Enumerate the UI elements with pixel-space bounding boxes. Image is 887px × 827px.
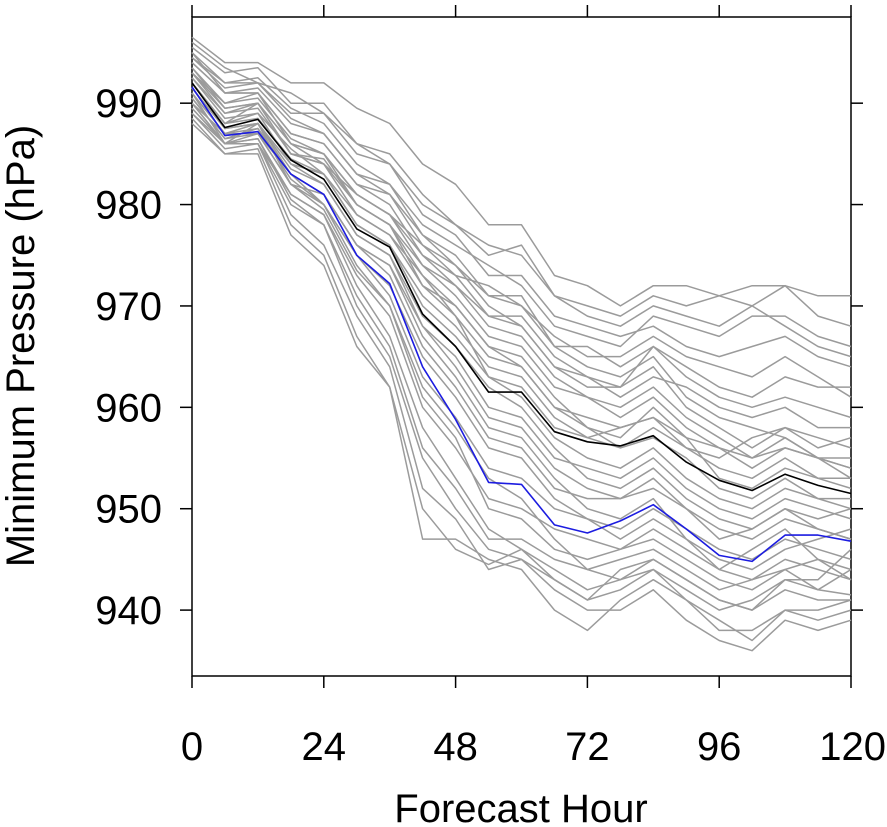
ensemble-member-line-15: [191, 117, 852, 632]
y-tick-label: 970: [95, 285, 162, 329]
ensemble-member-line-33: [191, 87, 852, 540]
ensemble-member-line-9: [191, 87, 852, 520]
tick-layer: [180, 5, 863, 688]
ensemble-member-line-3: [191, 57, 852, 368]
ensemble-member-line-34: [191, 67, 851, 510]
label-layer: 0 24 48 72 96 120 940 950 960 970 980 990: [95, 82, 886, 769]
y-tick-label: 980: [95, 184, 162, 228]
highlight-line: [191, 86, 852, 563]
y-tick-label: 940: [95, 589, 162, 633]
x-tick-label: 0: [181, 725, 203, 769]
ensemble-member-line-29: [191, 57, 852, 419]
ensemble-member-line-5: [191, 67, 852, 449]
x-tick-label: 72: [565, 725, 610, 769]
ensemble-member-line-32: [191, 52, 852, 469]
x-tick-label: 24: [302, 725, 347, 769]
ensemble-member-line-30: [191, 107, 852, 642]
y-tick-label: 950: [95, 488, 162, 532]
ensemble-member-line-27: [191, 72, 851, 459]
ensemble-member-line-23: [191, 102, 852, 596]
ensemble-member-line-22: [191, 41, 852, 358]
ensemble-member-line-26: [191, 112, 852, 611]
y-tick-label: 960: [95, 386, 162, 430]
ensemble-mean-line: [191, 82, 852, 495]
x-tick-label: 96: [697, 725, 742, 769]
ensemble-member-line-31: [191, 82, 852, 490]
x-tick-label: 120: [819, 725, 886, 769]
ensemble-member-line-35: [191, 102, 852, 591]
ensemble-member-line-2: [191, 46, 852, 327]
ensemble-member-line-21: [191, 51, 852, 348]
y-tick-label: 990: [95, 82, 162, 126]
x-tick-label: 48: [433, 725, 478, 769]
series-layer: [191, 36, 852, 652]
ensemble-member-line-1: [191, 36, 851, 307]
ensemble-member-line-19: [191, 72, 851, 429]
y-axis-title: Minimum Pressure (hPa): [0, 125, 43, 567]
ensemble-member-line-6: [191, 72, 852, 469]
x-axis-title: Forecast Hour: [394, 787, 647, 827]
ensemble-member-line-28: [191, 97, 852, 571]
ensemble-member-line-25: [191, 77, 852, 479]
ensemble-member-line-24: [191, 92, 852, 540]
ensemble-member-line-4: [191, 62, 851, 398]
ensemble-member-line-8: [191, 82, 852, 510]
